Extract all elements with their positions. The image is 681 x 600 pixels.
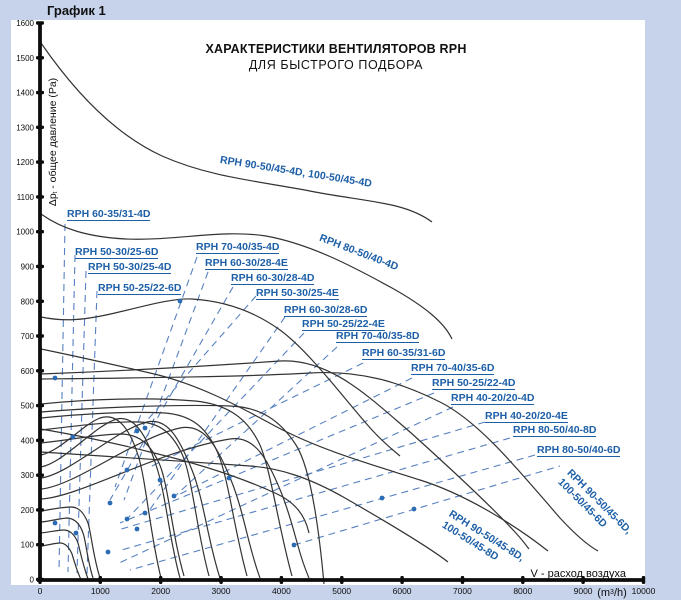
svg-text:200: 200 [21, 506, 35, 515]
svg-text:800: 800 [21, 297, 35, 306]
svg-text:1400: 1400 [16, 89, 34, 98]
svg-text:1000: 1000 [16, 228, 34, 237]
svg-text:1500: 1500 [16, 54, 34, 63]
svg-text:2000: 2000 [151, 586, 170, 596]
svg-text:1100: 1100 [17, 193, 35, 202]
svg-text:500: 500 [21, 402, 35, 411]
svg-text:5000: 5000 [332, 586, 351, 596]
svg-text:6000: 6000 [393, 586, 412, 596]
svg-text:0: 0 [38, 586, 43, 596]
svg-text:4000: 4000 [272, 586, 291, 596]
svg-text:7000: 7000 [453, 586, 472, 596]
svg-text:1600: 1600 [16, 19, 34, 28]
svg-text:600: 600 [21, 367, 35, 376]
svg-text:400: 400 [21, 436, 35, 445]
svg-text:3000: 3000 [212, 586, 231, 596]
svg-text:(m3/h): (m3/h) [597, 587, 627, 599]
svg-text:V - расход воздуха: V - расход воздуха [530, 568, 626, 580]
svg-text:0: 0 [30, 576, 35, 585]
svg-text:9000: 9000 [574, 586, 593, 596]
svg-text:1000: 1000 [91, 586, 110, 596]
svg-text:10000: 10000 [632, 586, 656, 596]
svg-text:100: 100 [21, 541, 35, 550]
svg-text:700: 700 [21, 332, 35, 341]
svg-text:1200: 1200 [16, 158, 34, 167]
svg-text:300: 300 [21, 471, 35, 480]
svg-text:1300: 1300 [16, 123, 34, 132]
svg-text:900: 900 [21, 263, 35, 272]
svg-text:Δpt - общее давление (Pa): Δpt - общее давление (Pa) [47, 78, 59, 206]
svg-text:8000: 8000 [513, 586, 532, 596]
